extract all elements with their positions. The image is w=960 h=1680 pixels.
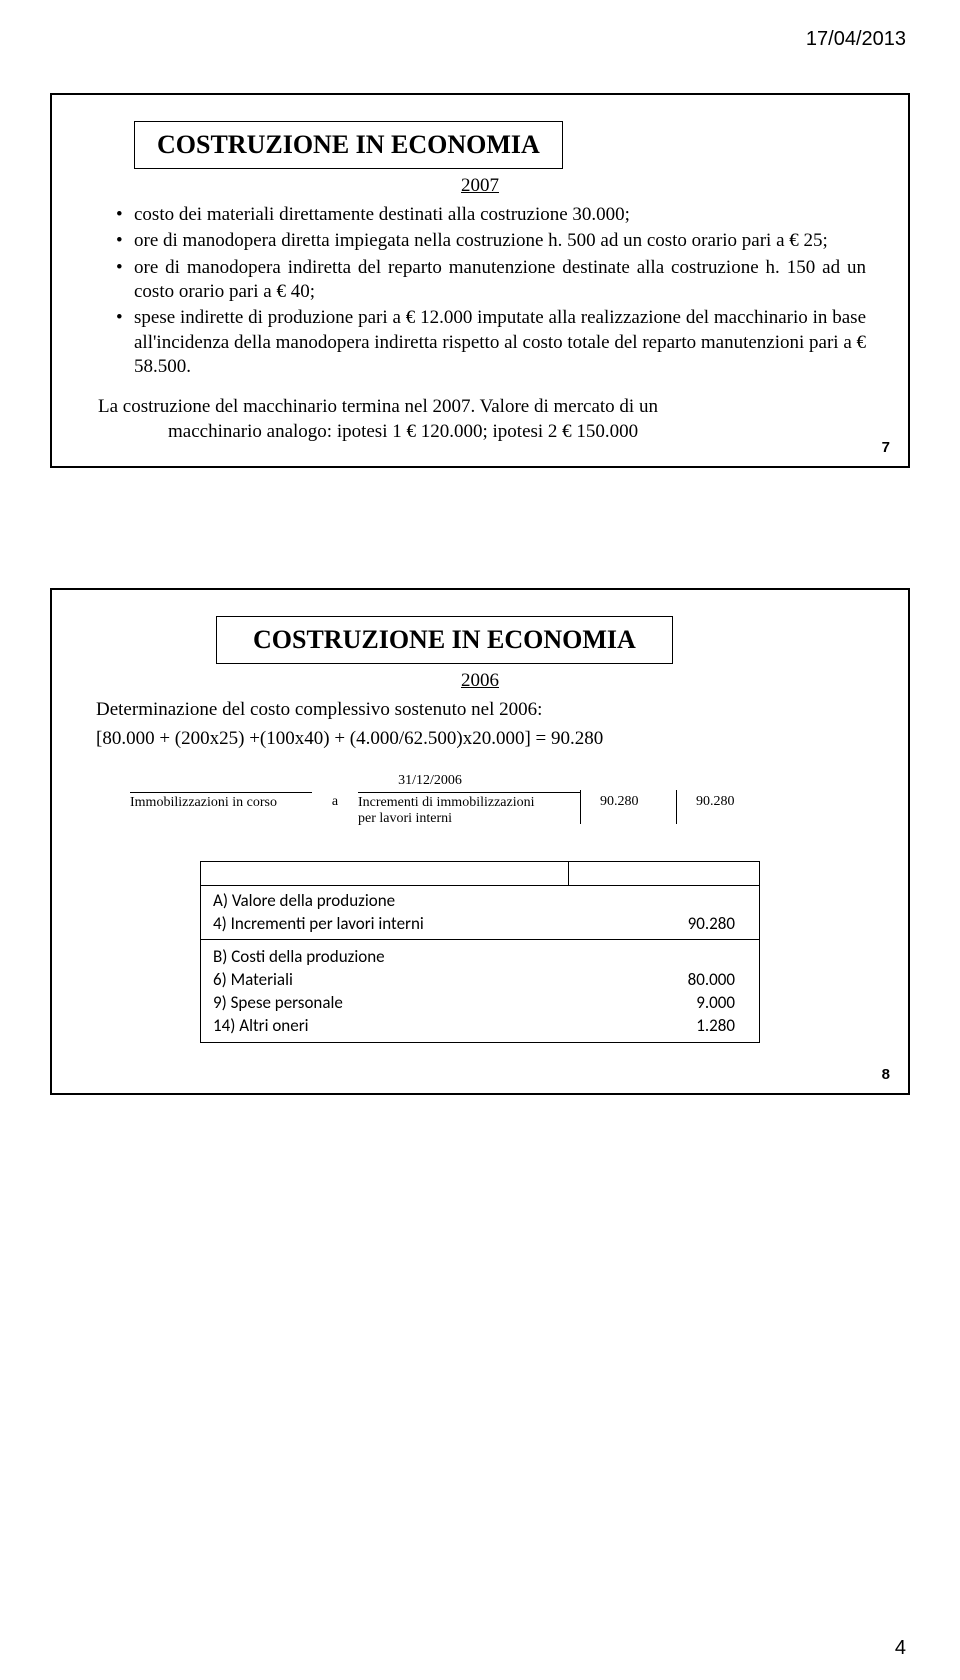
calc-text: Determinazione del costo complessivo sos… xyxy=(86,698,874,723)
bullet-item: costo dei materiali direttamente destina… xyxy=(116,203,866,227)
table-row: 9) Spese personale 9.000 xyxy=(201,991,759,1014)
cell-value: 9.000 xyxy=(661,992,749,1013)
slide-2: COSTRUZIONE IN ECONOMIA 2006 Determinazi… xyxy=(50,588,910,1095)
bullet-list: costo dei materiali direttamente destina… xyxy=(86,203,874,379)
cell-value: 80.000 xyxy=(661,969,749,990)
table-header-cell xyxy=(569,862,759,885)
journal-date: 31/12/2006 xyxy=(130,773,730,789)
cell-value xyxy=(661,890,749,911)
journal-debit: Immobilizzazioni in corso xyxy=(130,792,312,811)
section-label: B) Costi della produzione xyxy=(213,946,661,967)
cell-label: 6) Materiali xyxy=(213,969,661,990)
para-line: macchinario analogo: ipotesi 1 € 120.000… xyxy=(98,420,866,444)
table-row: A) Valore della produzione xyxy=(201,886,759,912)
cell-value xyxy=(661,946,749,967)
bullet-item: ore di manodopera indiretta del reparto … xyxy=(116,256,866,305)
table-row: 4) Incrementi per lavori interni 90.280 xyxy=(201,912,759,935)
section-label: A) Valore della produzione xyxy=(213,890,661,911)
cell-value: 90.280 xyxy=(661,913,749,934)
page-number: 4 xyxy=(895,1637,906,1660)
slide-year: 2007 xyxy=(86,175,874,197)
table-row: 14) Altri oneri 1.280 xyxy=(201,1014,759,1042)
journal-entry: 31/12/2006 Immobilizzazioni in corso a I… xyxy=(130,773,874,827)
bullet-item: ore di manodopera diretta impiegata nell… xyxy=(116,229,866,253)
cell-label: 4) Incrementi per lavori interni xyxy=(213,913,661,934)
cell-value: 1.280 xyxy=(661,1015,749,1036)
journal-credit-line: Incrementi di immobilizzazioni xyxy=(358,795,535,810)
income-table: A) Valore della produzione 4) Incrementi… xyxy=(200,861,760,1043)
journal-a: a xyxy=(312,792,358,810)
slide-1: COSTRUZIONE IN ECONOMIA 2007 costo dei m… xyxy=(50,93,910,468)
page-date: 17/04/2013 xyxy=(48,28,912,51)
calc-formula: [80.000 + (200x25) +(100x40) + (4.000/62… xyxy=(86,727,874,752)
bullet-item: spese indirette di produzione pari a € 1… xyxy=(116,306,866,379)
slide-year: 2006 xyxy=(86,670,874,692)
page: 17/04/2013 COSTRUZIONE IN ECONOMIA 2007 … xyxy=(0,0,960,1680)
table-divider xyxy=(201,939,759,940)
cell-label: 9) Spese personale xyxy=(213,992,661,1013)
para-line: La costruzione del macchinario termina n… xyxy=(98,396,658,417)
closing-paragraph: La costruzione del macchinario termina n… xyxy=(86,395,874,444)
journal-credit: Incrementi di immobilizzazioni per lavor… xyxy=(358,792,580,827)
table-header xyxy=(201,862,759,886)
journal-value: 90.280 xyxy=(676,792,772,810)
table-body: A) Valore della produzione 4) Incrementi… xyxy=(201,886,759,1042)
table-header-cell xyxy=(201,862,569,885)
slide-title: COSTRUZIONE IN ECONOMIA xyxy=(134,121,563,169)
journal-value: 90.280 xyxy=(580,792,676,810)
journal-credit-line: per lavori interni xyxy=(358,811,580,827)
journal-row: Immobilizzazioni in corso a Incrementi d… xyxy=(130,792,874,827)
slide-title: COSTRUZIONE IN ECONOMIA xyxy=(216,616,673,664)
table-row: 6) Materiali 80.000 xyxy=(201,968,759,991)
cell-label: 14) Altri oneri xyxy=(213,1015,661,1036)
slide-number: 7 xyxy=(882,439,890,456)
slide-number: 8 xyxy=(882,1066,890,1083)
table-row: B) Costi della produzione xyxy=(201,942,759,968)
